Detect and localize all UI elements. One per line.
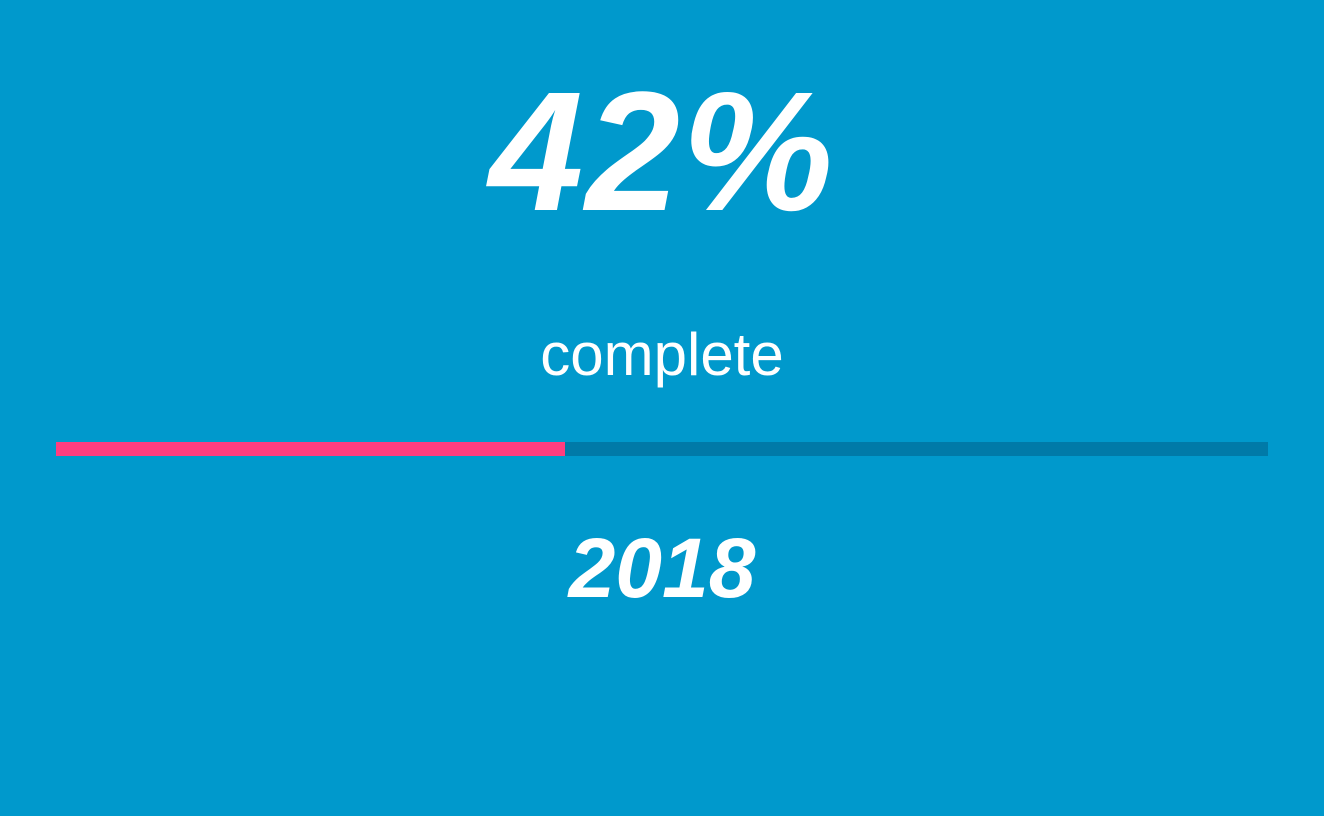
percent-readout: 42% bbox=[488, 57, 836, 247]
progress-bar-fill bbox=[56, 442, 566, 456]
year-label: 2018 bbox=[568, 521, 756, 615]
status-label: complete bbox=[540, 321, 784, 388]
progress-bar-track bbox=[56, 442, 1268, 456]
